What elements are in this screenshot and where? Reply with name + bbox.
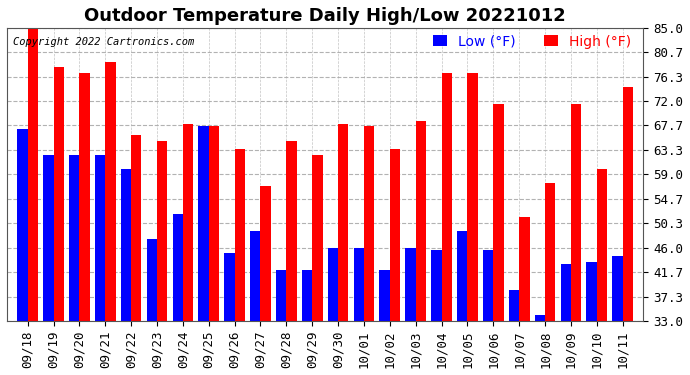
Bar [535, 315, 545, 375]
Bar [405, 248, 415, 375]
Bar [597, 169, 607, 375]
Bar [209, 126, 219, 375]
Bar [519, 217, 529, 375]
Bar [622, 87, 633, 375]
Bar [545, 183, 555, 375]
Bar [312, 154, 322, 375]
Bar [328, 248, 338, 375]
Bar [131, 135, 141, 375]
Legend: Low (°F), High (°F): Low (°F), High (°F) [428, 29, 636, 54]
Bar [483, 251, 493, 375]
Bar [224, 253, 235, 375]
Bar [250, 231, 260, 375]
Bar [260, 186, 270, 375]
Bar [17, 129, 28, 375]
Bar [199, 126, 209, 375]
Bar [43, 154, 54, 375]
Bar [493, 104, 504, 375]
Bar [147, 239, 157, 375]
Bar [338, 124, 348, 375]
Bar [431, 251, 442, 375]
Bar [467, 73, 477, 375]
Bar [364, 126, 374, 375]
Bar [106, 62, 116, 375]
Bar [276, 270, 286, 375]
Bar [95, 154, 106, 375]
Bar [457, 231, 467, 375]
Bar [586, 262, 597, 375]
Bar [157, 141, 168, 375]
Bar [415, 121, 426, 375]
Bar [183, 124, 193, 375]
Text: Copyright 2022 Cartronics.com: Copyright 2022 Cartronics.com [13, 37, 195, 46]
Bar [509, 290, 519, 375]
Bar [235, 149, 245, 375]
Bar [172, 214, 183, 375]
Bar [121, 169, 131, 375]
Bar [571, 104, 581, 375]
Bar [353, 248, 364, 375]
Bar [54, 68, 64, 375]
Bar [302, 270, 312, 375]
Title: Outdoor Temperature Daily High/Low 20221012: Outdoor Temperature Daily High/Low 20221… [84, 7, 566, 25]
Bar [612, 256, 622, 375]
Bar [380, 270, 390, 375]
Bar [560, 264, 571, 375]
Bar [79, 73, 90, 375]
Bar [286, 141, 297, 375]
Bar [28, 28, 38, 375]
Bar [390, 149, 400, 375]
Bar [69, 154, 79, 375]
Bar [442, 73, 452, 375]
